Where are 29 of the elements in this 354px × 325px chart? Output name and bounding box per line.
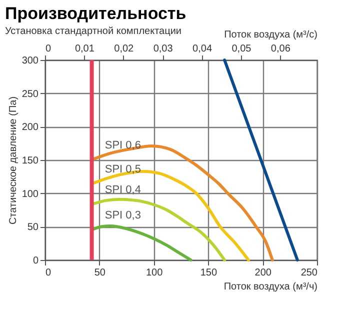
x2-axis-title: Поток воздуха (м³/с) xyxy=(224,30,318,40)
y-axis-title: Статическое давление (Па) xyxy=(8,96,19,225)
x-tick-label: 50 xyxy=(94,268,106,278)
chart-title: Производительность xyxy=(5,4,186,23)
series-label: SPI 0,3 xyxy=(104,209,141,222)
y-tick-label: 100 xyxy=(22,188,39,200)
y-tick-label: 50 xyxy=(27,222,39,234)
x2-tick-label: 0 xyxy=(46,44,52,54)
y-tick-label: 250 xyxy=(22,88,39,100)
chart-subtitle: Установка стандартной комплектации xyxy=(5,26,182,37)
x2-tick-label: 0,06 xyxy=(270,44,291,54)
y-tick-label: 300 xyxy=(22,56,39,66)
x2-tick-label: 0,03 xyxy=(153,44,174,54)
x-tick-label: 100 xyxy=(146,268,164,278)
x2-tick-label: 0,02 xyxy=(114,44,134,54)
series-label: SPI 0,4 xyxy=(104,184,141,196)
x-axis-title: Поток воздуха (м³/ч) xyxy=(224,282,318,292)
line-series xyxy=(91,224,192,262)
x-tick-label: 150 xyxy=(200,268,218,278)
x2-tick-label: 0,01 xyxy=(74,44,95,54)
x-tick-label: 200 xyxy=(254,268,272,278)
x-tick-label: 250 xyxy=(300,268,318,278)
x2-tick-label: 0,04 xyxy=(192,44,212,54)
x2-tick-label: 0,05 xyxy=(232,44,252,54)
y-tick-label: 200 xyxy=(22,122,39,134)
x-tick-label: 0 xyxy=(46,268,52,278)
y-tick-label: 0 xyxy=(32,256,39,266)
y-tick-label: 150 xyxy=(22,156,39,166)
line-series xyxy=(91,198,226,262)
